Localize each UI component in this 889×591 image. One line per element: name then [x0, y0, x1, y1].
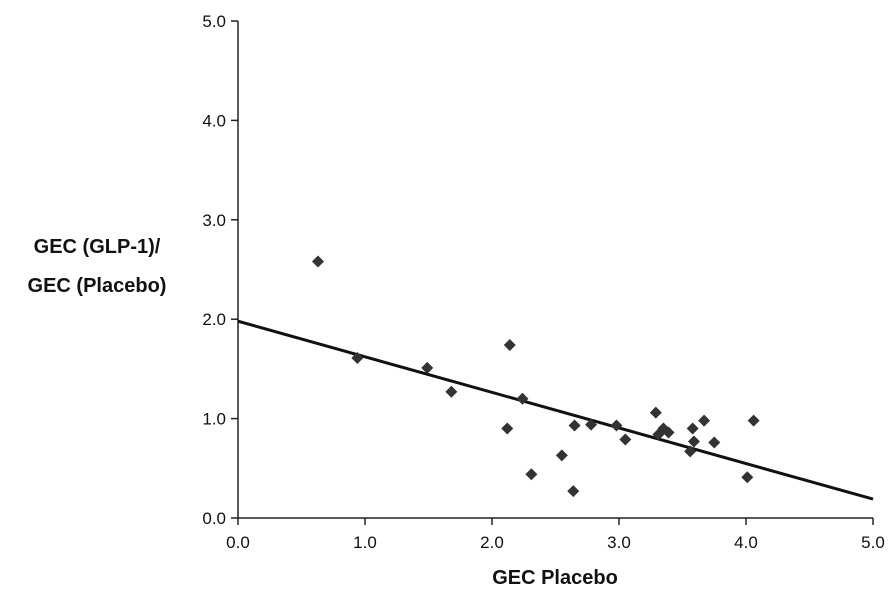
data-point — [421, 361, 434, 374]
data-point — [312, 255, 325, 268]
y-tick-label: 3.0 — [202, 211, 226, 230]
data-point — [747, 414, 760, 427]
data-point — [525, 468, 538, 481]
y-tick-group: 0.0 1.0 2.0 3.0 4.0 5.0 — [202, 12, 238, 528]
data-point — [568, 419, 581, 432]
data-point — [610, 419, 623, 432]
data-point — [567, 485, 580, 498]
data-points — [312, 255, 760, 498]
x-tick-label: 2.0 — [480, 533, 504, 552]
data-point — [698, 414, 711, 427]
x-axis-title: GEC Placebo — [492, 567, 618, 589]
y-tick-label: 2.0 — [202, 310, 226, 329]
data-point — [687, 435, 700, 448]
data-point — [708, 436, 721, 449]
data-point — [351, 351, 364, 364]
data-point — [686, 422, 699, 435]
data-point — [619, 433, 632, 446]
y-axis-title-line-2: GEC (Placebo) — [28, 275, 167, 297]
y-tick-label: 1.0 — [202, 410, 226, 429]
y-tick-label: 4.0 — [202, 111, 226, 130]
data-point — [503, 339, 516, 352]
data-point — [662, 426, 675, 439]
data-point — [684, 445, 697, 458]
data-point — [501, 422, 514, 435]
data-point — [585, 418, 598, 431]
data-point — [445, 385, 458, 398]
y-tick-label: 5.0 — [202, 12, 226, 31]
trendline — [237, 319, 874, 501]
x-tick-group: 0.0 1.0 2.0 3.0 4.0 5.0 — [226, 518, 885, 552]
x-tick-label: 5.0 — [861, 533, 885, 552]
data-point — [649, 406, 662, 419]
x-tick-label: 4.0 — [734, 533, 758, 552]
x-tick-label: 0.0 — [226, 533, 250, 552]
x-tick-label: 1.0 — [353, 533, 377, 552]
y-tick-label: 0.0 — [202, 509, 226, 528]
data-point — [516, 392, 529, 405]
y-axis-title-line-1: GEC (GLP-1)/ — [34, 236, 161, 258]
data-point — [555, 449, 568, 462]
x-tick-label: 3.0 — [607, 533, 631, 552]
data-point — [741, 471, 754, 484]
